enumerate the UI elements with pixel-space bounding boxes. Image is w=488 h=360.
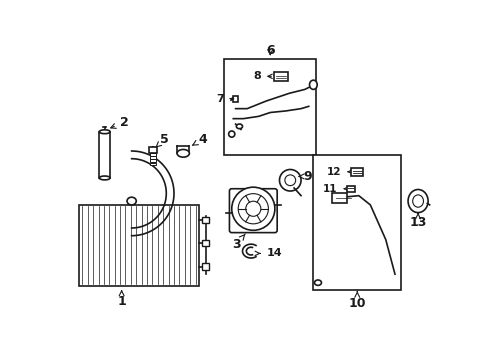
Text: 7: 7 — [216, 94, 235, 104]
Bar — [150, 159, 156, 162]
Ellipse shape — [314, 280, 321, 285]
Text: 3: 3 — [232, 234, 245, 251]
Bar — [150, 153, 156, 156]
Bar — [150, 156, 156, 159]
Circle shape — [285, 175, 295, 186]
Text: 8: 8 — [253, 71, 272, 81]
Bar — [274, 72, 287, 81]
Ellipse shape — [412, 195, 423, 207]
Ellipse shape — [177, 149, 189, 157]
Text: 6: 6 — [265, 44, 274, 57]
Bar — [79, 205, 198, 286]
Circle shape — [238, 194, 268, 224]
Ellipse shape — [309, 80, 317, 89]
Bar — [350, 168, 363, 176]
Bar — [224, 59, 316, 155]
Ellipse shape — [407, 189, 427, 213]
Bar — [312, 155, 400, 289]
Ellipse shape — [99, 130, 110, 134]
Text: 1: 1 — [117, 291, 126, 308]
Text: 14: 14 — [255, 248, 282, 258]
Bar — [202, 240, 208, 247]
Bar — [202, 217, 208, 223]
Bar — [149, 147, 157, 153]
Ellipse shape — [228, 131, 234, 137]
Text: 10: 10 — [348, 291, 365, 310]
Bar — [202, 264, 208, 270]
Circle shape — [279, 170, 301, 191]
FancyBboxPatch shape — [229, 189, 277, 233]
Bar — [233, 95, 238, 102]
Ellipse shape — [236, 124, 242, 129]
Text: 5: 5 — [155, 133, 169, 148]
Text: 12: 12 — [326, 167, 352, 177]
Circle shape — [245, 201, 260, 216]
Text: 13: 13 — [408, 213, 426, 229]
Text: 4: 4 — [192, 133, 206, 146]
Bar — [331, 193, 346, 203]
Text: 2: 2 — [110, 116, 128, 129]
Ellipse shape — [127, 197, 136, 205]
Bar — [150, 163, 156, 165]
Text: 9: 9 — [299, 170, 311, 183]
Circle shape — [231, 187, 274, 230]
Ellipse shape — [99, 176, 110, 180]
Bar — [346, 186, 354, 192]
Text: 11: 11 — [323, 184, 348, 194]
